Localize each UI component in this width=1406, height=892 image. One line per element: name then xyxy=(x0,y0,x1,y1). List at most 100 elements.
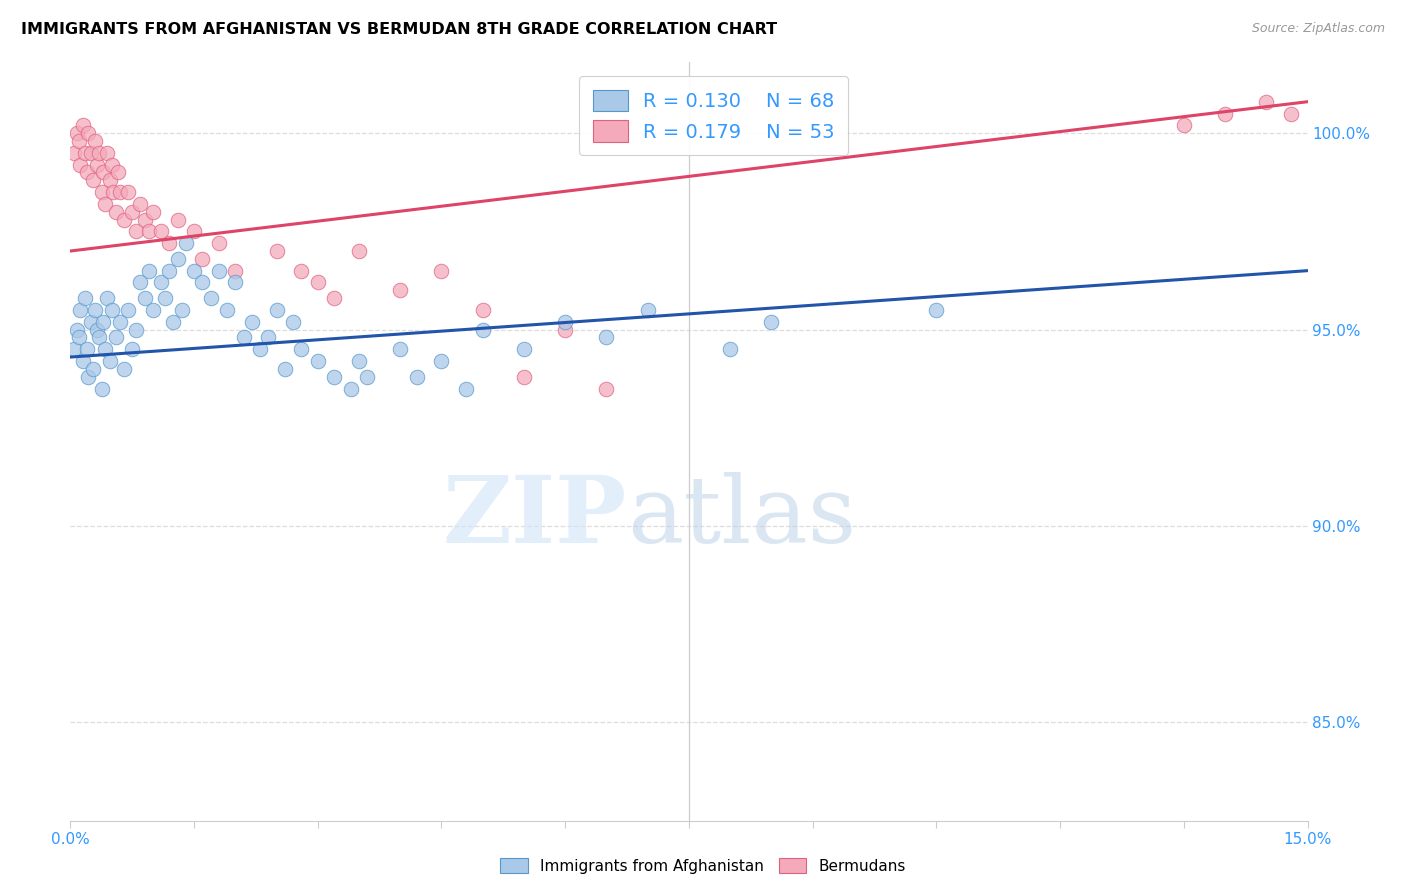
Point xyxy=(471,302,494,317)
Point xyxy=(513,343,536,357)
Point xyxy=(96,145,118,160)
Point xyxy=(257,330,280,344)
Point xyxy=(925,302,948,317)
Point xyxy=(170,302,193,317)
Point xyxy=(76,165,98,179)
Point xyxy=(86,322,108,336)
Point xyxy=(200,291,222,305)
Point xyxy=(69,302,91,317)
Point xyxy=(215,302,238,317)
Point xyxy=(66,322,89,336)
Point xyxy=(125,322,148,336)
Point xyxy=(1256,95,1278,109)
Point xyxy=(100,302,122,317)
Point xyxy=(86,158,108,172)
Point xyxy=(430,354,453,368)
Point xyxy=(129,276,152,290)
Point xyxy=(80,315,103,329)
Legend: Immigrants from Afghanistan, Bermudans: Immigrants from Afghanistan, Bermudans xyxy=(494,852,912,880)
Point xyxy=(307,276,329,290)
Point xyxy=(103,185,125,199)
Point xyxy=(138,224,160,238)
Point xyxy=(266,302,288,317)
Point xyxy=(69,158,91,172)
Point xyxy=(224,263,246,277)
Point xyxy=(142,302,165,317)
Point xyxy=(174,236,197,251)
Point xyxy=(157,263,180,277)
Point xyxy=(323,369,346,384)
Point xyxy=(1279,106,1302,120)
Point xyxy=(208,236,231,251)
Point xyxy=(274,362,297,376)
Point xyxy=(117,185,139,199)
Point xyxy=(513,369,536,384)
Point xyxy=(82,173,104,187)
Point xyxy=(191,276,214,290)
Point xyxy=(718,343,741,357)
Point xyxy=(290,263,312,277)
Point xyxy=(1173,118,1195,132)
Point xyxy=(339,382,361,396)
Point xyxy=(389,283,412,297)
Point xyxy=(456,382,478,396)
Point xyxy=(121,343,143,357)
Point xyxy=(637,302,659,317)
Point xyxy=(67,330,90,344)
Text: atlas: atlas xyxy=(627,473,856,562)
Point xyxy=(63,343,86,357)
Point xyxy=(554,315,576,329)
Point xyxy=(77,369,100,384)
Point xyxy=(112,212,135,227)
Point xyxy=(761,315,783,329)
Point xyxy=(94,197,117,211)
Point xyxy=(153,291,176,305)
Point xyxy=(96,291,118,305)
Point xyxy=(240,315,263,329)
Point xyxy=(89,145,111,160)
Point xyxy=(66,126,89,140)
Point xyxy=(595,382,617,396)
Point xyxy=(63,145,86,160)
Point xyxy=(554,322,576,336)
Point xyxy=(166,252,188,266)
Point xyxy=(107,165,129,179)
Text: Source: ZipAtlas.com: Source: ZipAtlas.com xyxy=(1251,22,1385,36)
Point xyxy=(162,315,184,329)
Point xyxy=(1213,106,1236,120)
Point xyxy=(307,354,329,368)
Point xyxy=(91,315,114,329)
Point xyxy=(104,204,127,219)
Point xyxy=(75,291,97,305)
Point xyxy=(134,212,156,227)
Text: ZIP: ZIP xyxy=(443,473,627,562)
Text: IMMIGRANTS FROM AFGHANISTAN VS BERMUDAN 8TH GRADE CORRELATION CHART: IMMIGRANTS FROM AFGHANISTAN VS BERMUDAN … xyxy=(21,22,778,37)
Point xyxy=(134,291,156,305)
Point xyxy=(108,185,131,199)
Point xyxy=(75,145,97,160)
Point xyxy=(98,354,121,368)
Point xyxy=(150,276,173,290)
Point xyxy=(84,134,107,148)
Point xyxy=(323,291,346,305)
Point xyxy=(91,165,114,179)
Point xyxy=(142,204,165,219)
Point xyxy=(232,330,254,344)
Point xyxy=(405,369,427,384)
Point xyxy=(100,158,122,172)
Point xyxy=(108,315,131,329)
Point xyxy=(347,244,370,258)
Point xyxy=(208,263,231,277)
Point xyxy=(104,330,127,344)
Point xyxy=(129,197,152,211)
Point xyxy=(183,224,205,238)
Point xyxy=(150,224,173,238)
Point xyxy=(138,263,160,277)
Point xyxy=(249,343,271,357)
Point xyxy=(82,362,104,376)
Point xyxy=(84,302,107,317)
Y-axis label: 8th Grade: 8th Grade xyxy=(0,403,7,480)
Point xyxy=(125,224,148,238)
Point xyxy=(191,252,214,266)
Point xyxy=(117,302,139,317)
